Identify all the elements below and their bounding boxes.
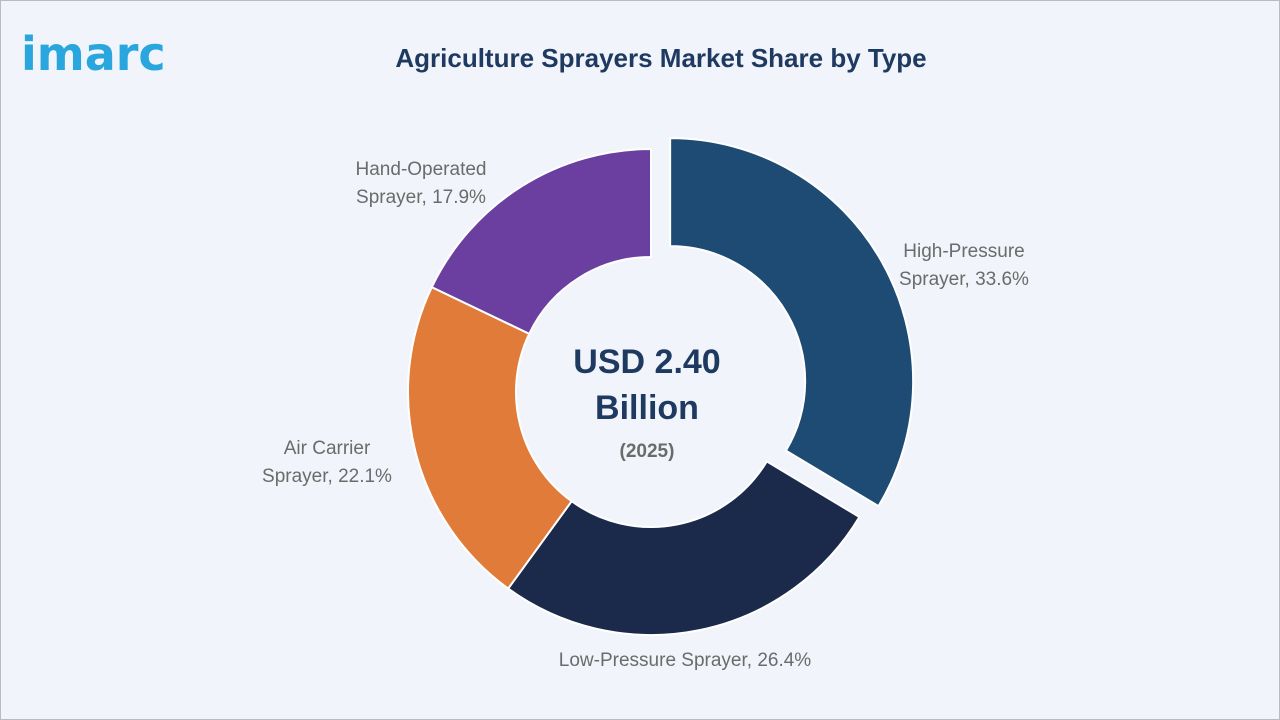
slice-hand-operated-sprayer bbox=[430, 147, 652, 336]
slice-low-pressure-sprayer bbox=[506, 460, 861, 636]
slice-labels: High-Pressure Sprayer, 33.6% Low-Pressure … bbox=[262, 159, 1029, 671]
label-hand-operated-sprayer: Hand-Operated Sprayer, 17.9% bbox=[356, 159, 487, 208]
donut-slices bbox=[407, 137, 915, 636]
label-high-pressure-sprayer: High-Pressure Sprayer, 33.6% bbox=[899, 241, 1029, 290]
imarc-logo: imarc bbox=[21, 27, 166, 81]
chart-title: Agriculture Sprayers Market Share by Typ… bbox=[395, 43, 927, 73]
center-year-label: (2025) bbox=[620, 441, 675, 462]
label-air-carrier-sprayer: Air Carrier Sprayer, 22.1% bbox=[262, 438, 392, 487]
center-unit-label: Billion bbox=[595, 389, 699, 427]
slice-high-pressure-sprayer bbox=[669, 137, 915, 508]
center-value-label: USD 2.40 bbox=[573, 343, 720, 381]
slice-air-carrier-sprayer bbox=[407, 285, 574, 590]
label-low-pressure-sprayer: Low-Pressure Sprayer, 26.4% bbox=[559, 650, 812, 671]
